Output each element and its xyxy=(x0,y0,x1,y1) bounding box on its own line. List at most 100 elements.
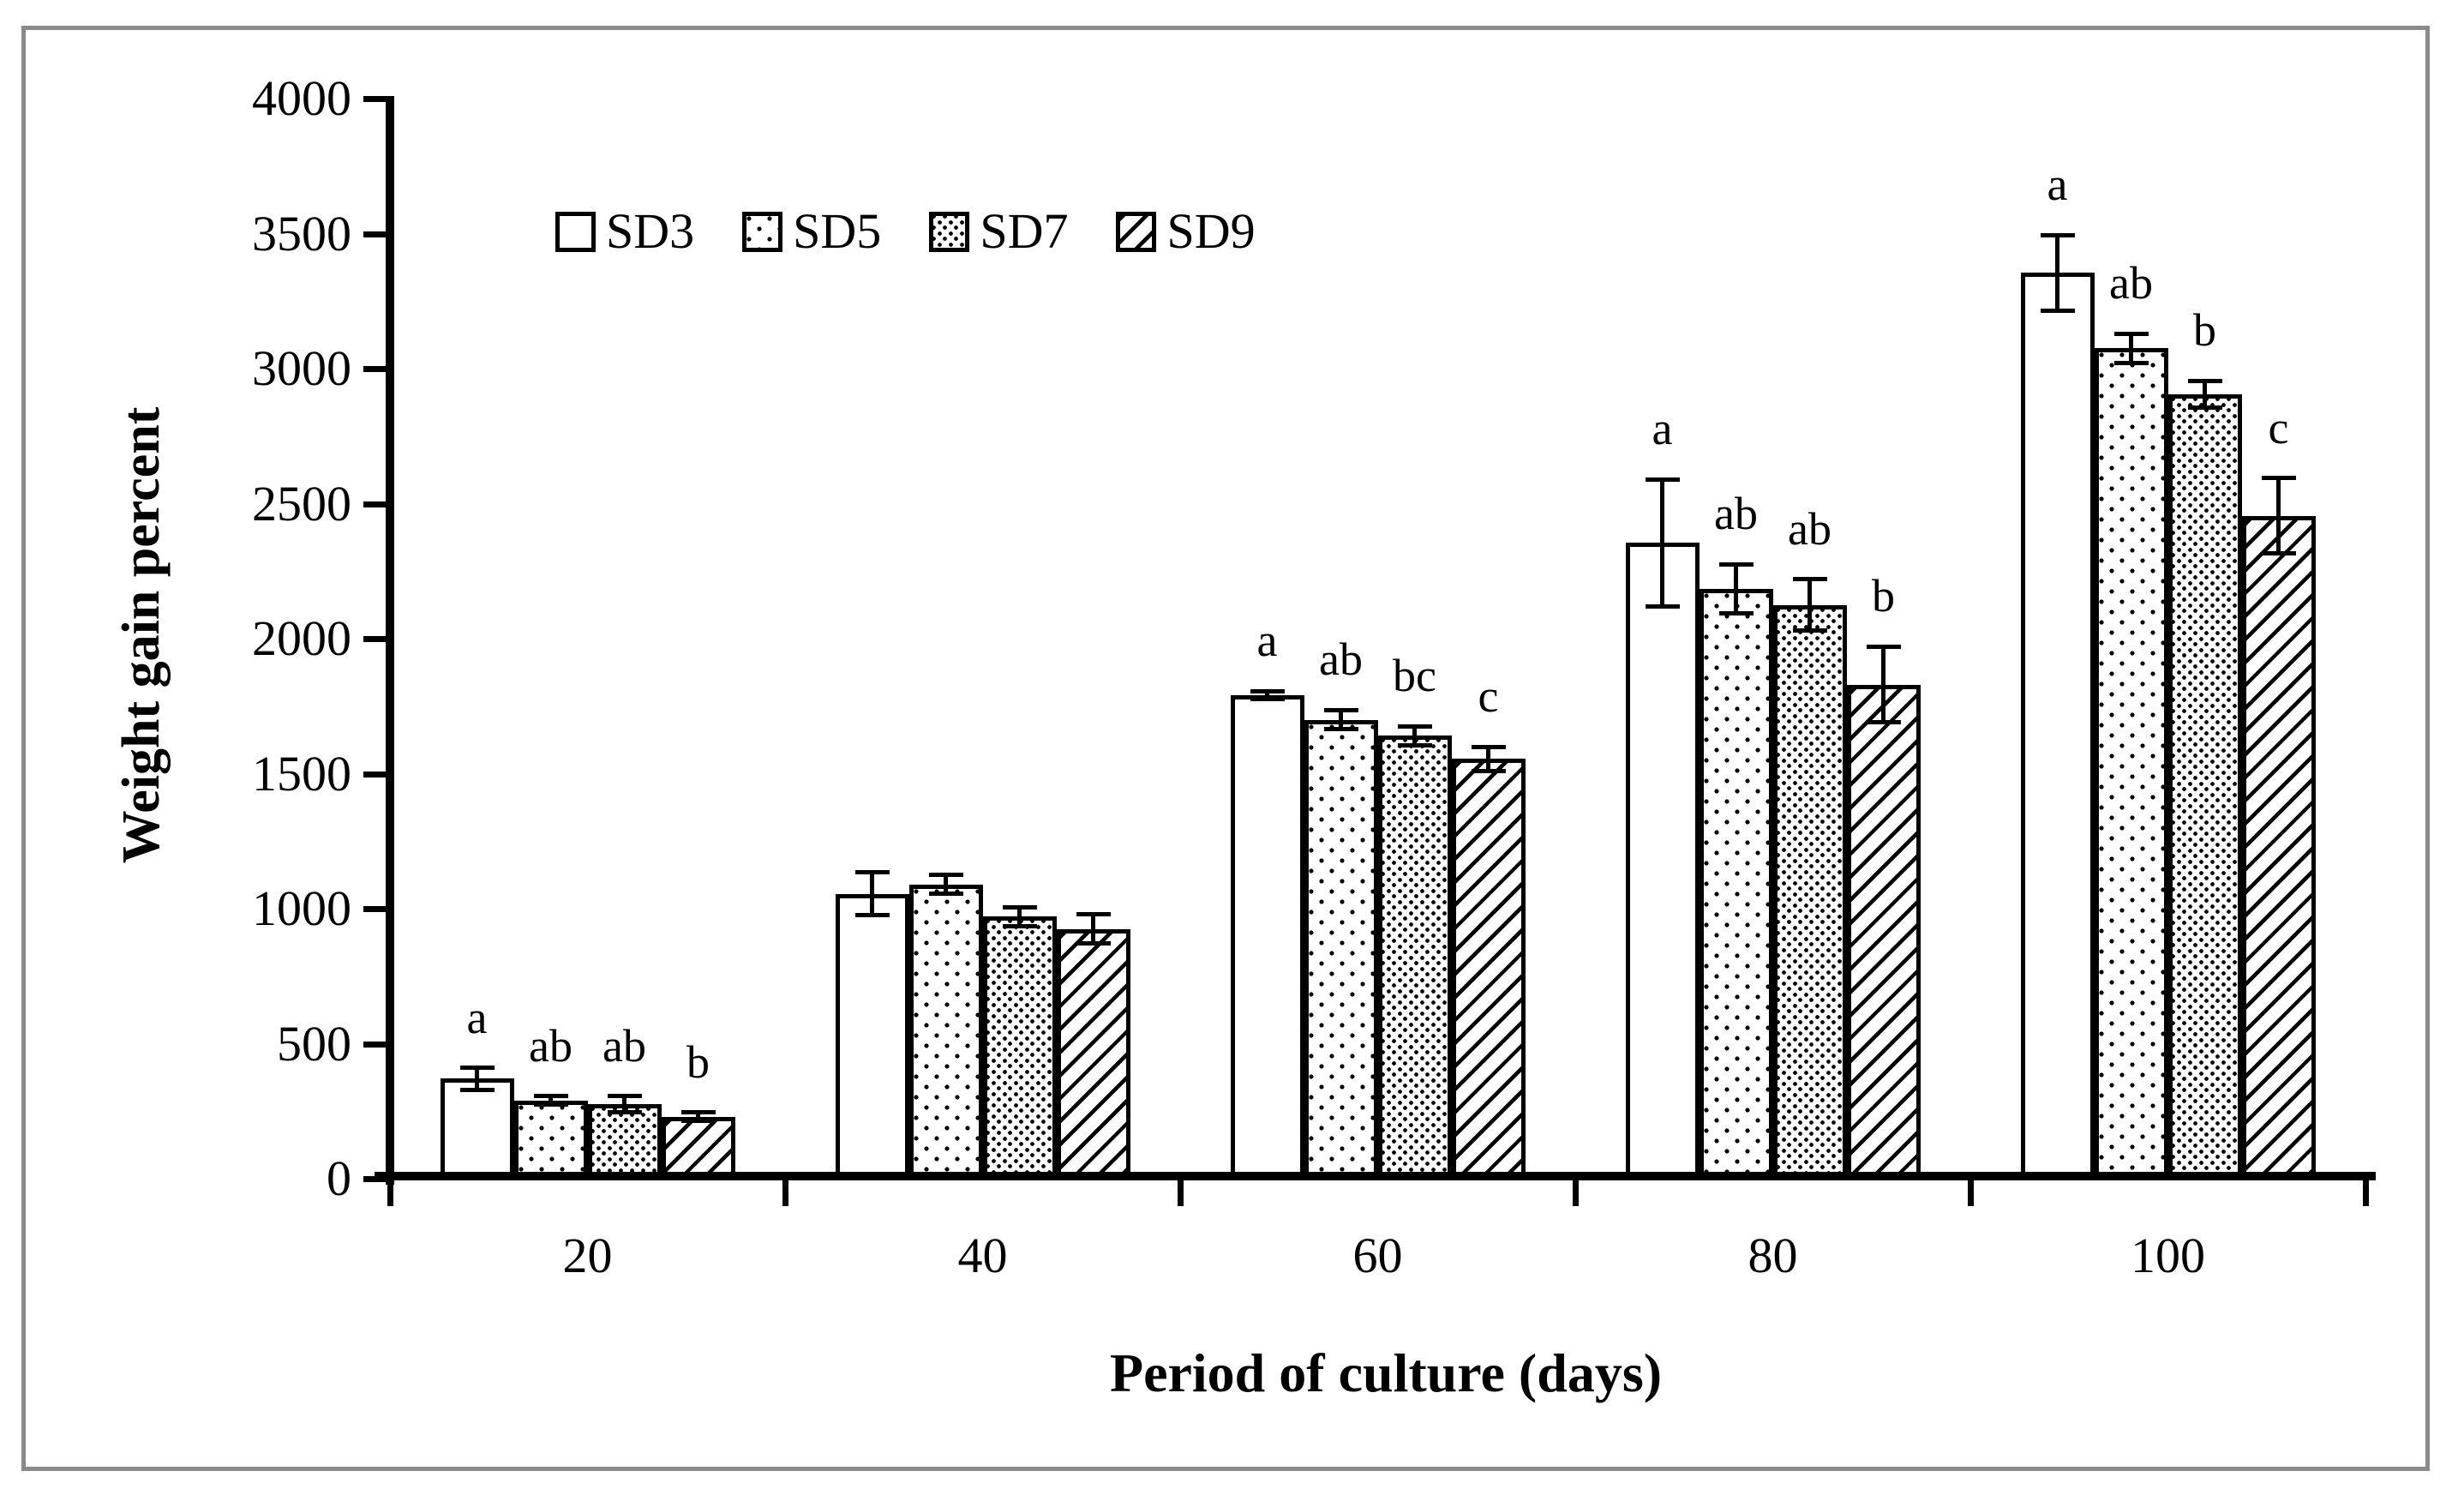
y-tick-2500 xyxy=(363,501,387,507)
error-cap-top xyxy=(1866,644,1901,649)
bar-sd7-80 xyxy=(1772,604,1847,1180)
legend-item-sd7: SD7 xyxy=(929,204,1068,259)
bar-sd9-40 xyxy=(1056,928,1130,1180)
x-tick-3 xyxy=(1572,1177,1579,1206)
error-bar-sd7-40 xyxy=(1017,907,1022,927)
legend-label-sd5: SD5 xyxy=(793,203,882,259)
sig-letter-sd9-60: c xyxy=(1478,670,1499,722)
error-cap-top xyxy=(1645,477,1680,482)
bar-sd3-80 xyxy=(1625,543,1700,1180)
legend-marker-sd7-swatch-icon xyxy=(929,211,970,252)
bar-sd3-40 xyxy=(835,893,909,1180)
y-tick-label-3500: 3500 xyxy=(252,205,351,261)
error-bar-sd5-100 xyxy=(2129,333,2133,363)
sig-letter-sd5-60: ab xyxy=(1319,633,1363,686)
error-cap-bottom xyxy=(2187,405,2222,411)
bar-sd7-40 xyxy=(982,916,1057,1180)
error-bar-sd3-80 xyxy=(1660,479,1664,607)
y-tick-label-500: 500 xyxy=(277,1015,351,1072)
legend-label-sd7: SD7 xyxy=(980,203,1069,259)
y-tick-label-1000: 1000 xyxy=(252,880,351,936)
bar-sd3-100 xyxy=(2020,273,2095,1180)
error-cap-bottom xyxy=(928,892,963,897)
sig-letter-sd7-100: b xyxy=(2193,304,2216,357)
error-cap-top xyxy=(854,869,890,874)
error-cap-top xyxy=(2040,232,2075,237)
legend-item-sd9: SD9 xyxy=(1116,204,1256,259)
error-cap-bottom xyxy=(607,1110,642,1115)
bar-sd5-40 xyxy=(908,884,983,1180)
error-bar-sd9-60 xyxy=(1486,747,1490,772)
error-bar-sd7-20 xyxy=(622,1096,626,1113)
y-tick-label-4000: 4000 xyxy=(252,70,351,126)
error-cap-top xyxy=(459,1066,495,1071)
error-bar-sd9-20 xyxy=(696,1112,700,1121)
error-bar-sd5-60 xyxy=(1339,710,1343,729)
sig-letter-sd7-20: ab xyxy=(603,1019,646,1072)
sig-letter-sd3-100: a xyxy=(2047,159,2068,211)
sig-letter-sd9-20: b xyxy=(686,1036,710,1088)
sig-letter-sd9-100: c xyxy=(2268,401,2289,453)
sig-letter-sd3-60: a xyxy=(1256,615,1278,667)
error-cap-bottom xyxy=(2113,361,2149,366)
error-cap-top xyxy=(2113,331,2149,336)
y-tick-4000 xyxy=(363,96,387,102)
error-bar-sd3-100 xyxy=(2055,235,2059,311)
error-cap-top xyxy=(533,1094,568,1099)
legend-item-sd3: SD3 xyxy=(555,204,694,259)
error-bar-sd3-20 xyxy=(475,1067,479,1090)
x-tick-4 xyxy=(1967,1177,1974,1206)
error-bar-sd5-40 xyxy=(944,874,948,894)
error-cap-top xyxy=(1792,577,1827,582)
bar-sd7-100 xyxy=(2167,393,2242,1180)
y-tick-label-3000: 3000 xyxy=(252,340,351,396)
error-cap-bottom xyxy=(2261,551,2296,556)
error-cap-bottom xyxy=(533,1102,568,1107)
x-axis-line xyxy=(375,1172,2376,1180)
bar-sd3-20 xyxy=(440,1078,514,1180)
error-cap-top xyxy=(1250,688,1285,693)
sig-letter-sd5-20: ab xyxy=(529,1019,573,1072)
error-bar-sd7-100 xyxy=(2203,381,2207,408)
error-cap-bottom xyxy=(1250,697,1285,702)
error-cap-bottom xyxy=(1002,923,1037,928)
x-category-label-20: 20 xyxy=(562,1228,613,1283)
error-cap-top xyxy=(928,873,963,878)
error-bar-sd9-80 xyxy=(1881,646,1885,723)
error-cap-top xyxy=(1397,723,1432,729)
y-tick-2000 xyxy=(363,636,387,642)
y-axis-line xyxy=(386,96,394,1185)
error-cap-bottom xyxy=(459,1087,495,1092)
x-category-label-100: 100 xyxy=(2131,1228,2205,1283)
error-bar-sd9-40 xyxy=(1091,914,1095,944)
error-bar-sd5-20 xyxy=(549,1096,553,1105)
x-category-label-80: 80 xyxy=(1748,1228,1798,1283)
y-tick-label-2000: 2000 xyxy=(252,610,351,666)
x-tick-5 xyxy=(2362,1177,2369,1206)
bar-sd7-60 xyxy=(1377,735,1452,1180)
sig-letter-sd3-80: a xyxy=(1652,403,1673,455)
sig-letter-sd7-80: ab xyxy=(1788,502,1832,555)
error-cap-bottom xyxy=(1076,941,1111,946)
error-cap-bottom xyxy=(2040,308,2075,313)
error-bar-sd7-60 xyxy=(1412,726,1417,746)
x-tick-0 xyxy=(387,1177,393,1206)
error-cap-top xyxy=(1076,911,1111,916)
bar-sd9-100 xyxy=(2241,515,2316,1180)
error-cap-bottom xyxy=(1323,727,1358,732)
sig-letter-sd5-80: ab xyxy=(1714,488,1758,540)
sig-letter-sd9-80: b xyxy=(1872,570,1895,622)
error-cap-bottom xyxy=(1397,742,1432,747)
x-tick-2 xyxy=(1177,1177,1184,1206)
y-tick-label-1500: 1500 xyxy=(252,745,351,802)
bar-sd9-60 xyxy=(1451,759,1526,1180)
bar-sd5-80 xyxy=(1699,588,1773,1180)
sig-letter-sd3-20: a xyxy=(466,991,488,1043)
error-cap-bottom xyxy=(1471,768,1506,773)
y-tick-1500 xyxy=(363,771,387,778)
error-cap-top xyxy=(2261,476,2296,481)
y-tick-0 xyxy=(363,1176,387,1182)
legend: SD3 SD5 SD7 SD9 xyxy=(555,204,1304,259)
bar-sd9-20 xyxy=(661,1116,735,1180)
